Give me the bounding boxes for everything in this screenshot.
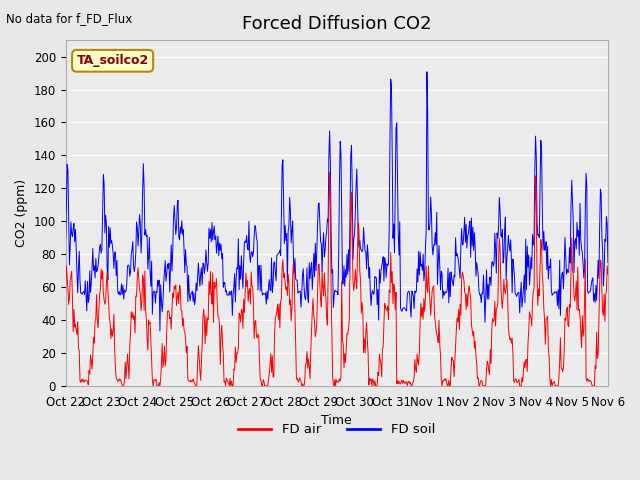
Text: No data for f_FD_Flux: No data for f_FD_Flux — [6, 12, 132, 25]
Title: Forced Diffusion CO2: Forced Diffusion CO2 — [242, 15, 431, 33]
X-axis label: Time: Time — [321, 414, 352, 427]
Text: TA_soilco2: TA_soilco2 — [77, 54, 148, 67]
Y-axis label: CO2 (ppm): CO2 (ppm) — [15, 179, 28, 247]
Legend: FD air, FD soil: FD air, FD soil — [233, 418, 440, 442]
